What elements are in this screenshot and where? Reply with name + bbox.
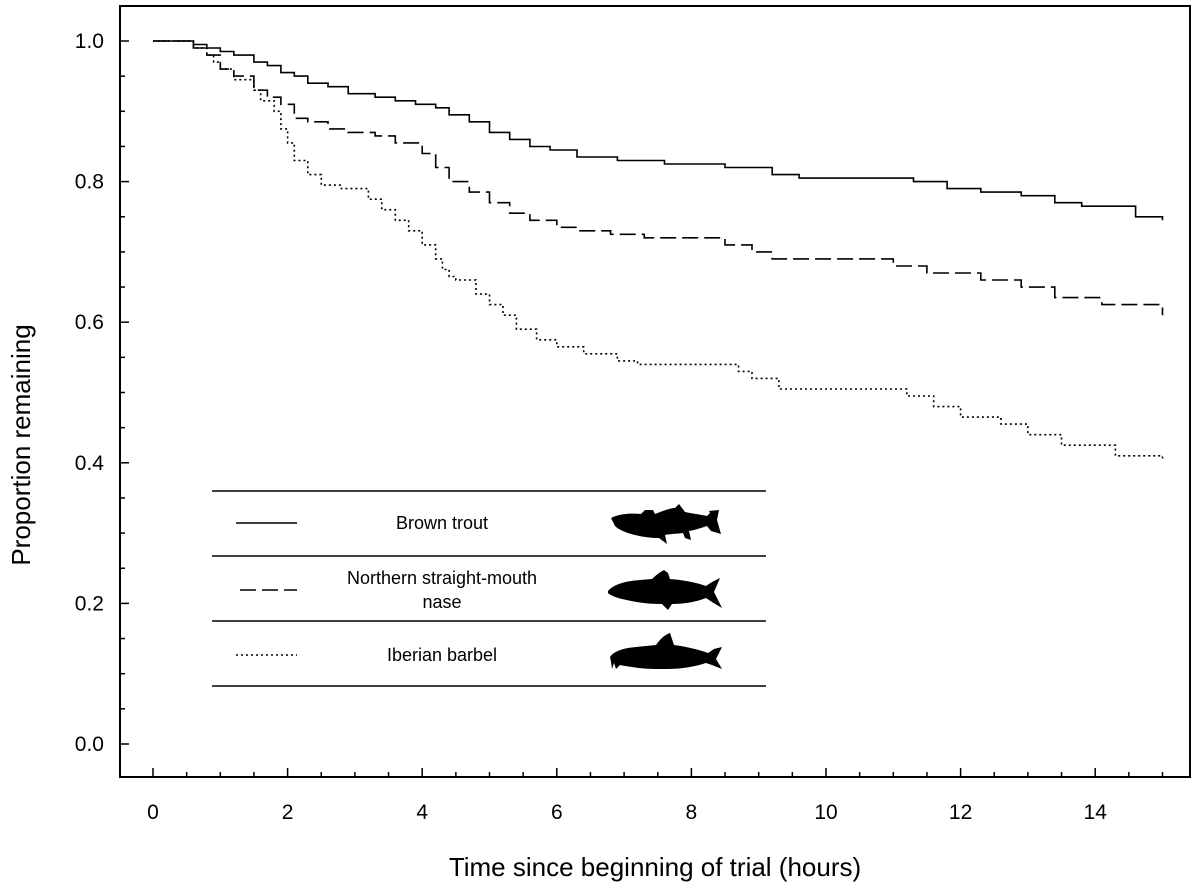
y-tick-label: 1.0 (75, 30, 104, 53)
series-line-dotted (153, 40, 1164, 460)
x-tick-label: 0 (147, 801, 159, 824)
series-lines (153, 40, 1164, 460)
legend-label-brown-trout: Brown trout (396, 513, 488, 533)
series-line-dashed (153, 40, 1164, 316)
legend: Brown trout Northern straight-mouth nase… (212, 490, 766, 687)
x-tick-label: 2 (282, 801, 294, 824)
barbel-silhouette-icon (610, 633, 722, 669)
y-tick-label: 0.2 (75, 592, 104, 615)
x-tick-label: 6 (551, 801, 563, 824)
x-tick-label: 4 (416, 801, 428, 824)
plot-frame (119, 5, 1191, 778)
x-axis-tick-labels: 0 2 4 6 8 10 12 14 (147, 801, 1107, 824)
x-tick-label: 14 (1084, 801, 1108, 824)
nase-silhouette-icon (608, 570, 722, 610)
x-tick-label: 8 (686, 801, 698, 824)
x-tick-label: 12 (949, 801, 972, 824)
legend-label-iberian-barbel: Iberian barbel (387, 645, 497, 665)
legend-label-nase-line2: nase (422, 592, 461, 612)
y-axis-ticks (120, 40, 129, 745)
legend-label-nase-line1: Northern straight-mouth (347, 568, 537, 588)
y-tick-label: 0.0 (75, 733, 104, 756)
y-axis-tick-labels: 0.0 0.2 0.4 0.6 0.8 1.0 (75, 30, 105, 756)
brown-trout-silhouette-icon (611, 504, 721, 544)
y-tick-label: 0.4 (75, 452, 105, 475)
series-line-solid (153, 40, 1164, 221)
y-axis-title: Proportion remaining (6, 324, 36, 565)
x-axis-title: Time since beginning of trial (hours) (449, 852, 861, 882)
y-tick-label: 0.8 (75, 171, 104, 194)
y-tick-label: 0.6 (75, 311, 104, 334)
x-tick-label: 10 (814, 801, 837, 824)
x-axis-ticks (152, 768, 1164, 777)
